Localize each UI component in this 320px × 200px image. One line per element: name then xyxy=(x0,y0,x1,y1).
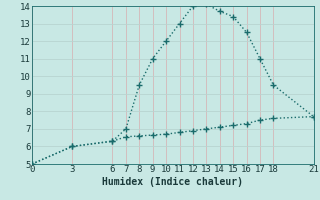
X-axis label: Humidex (Indice chaleur): Humidex (Indice chaleur) xyxy=(102,177,243,187)
